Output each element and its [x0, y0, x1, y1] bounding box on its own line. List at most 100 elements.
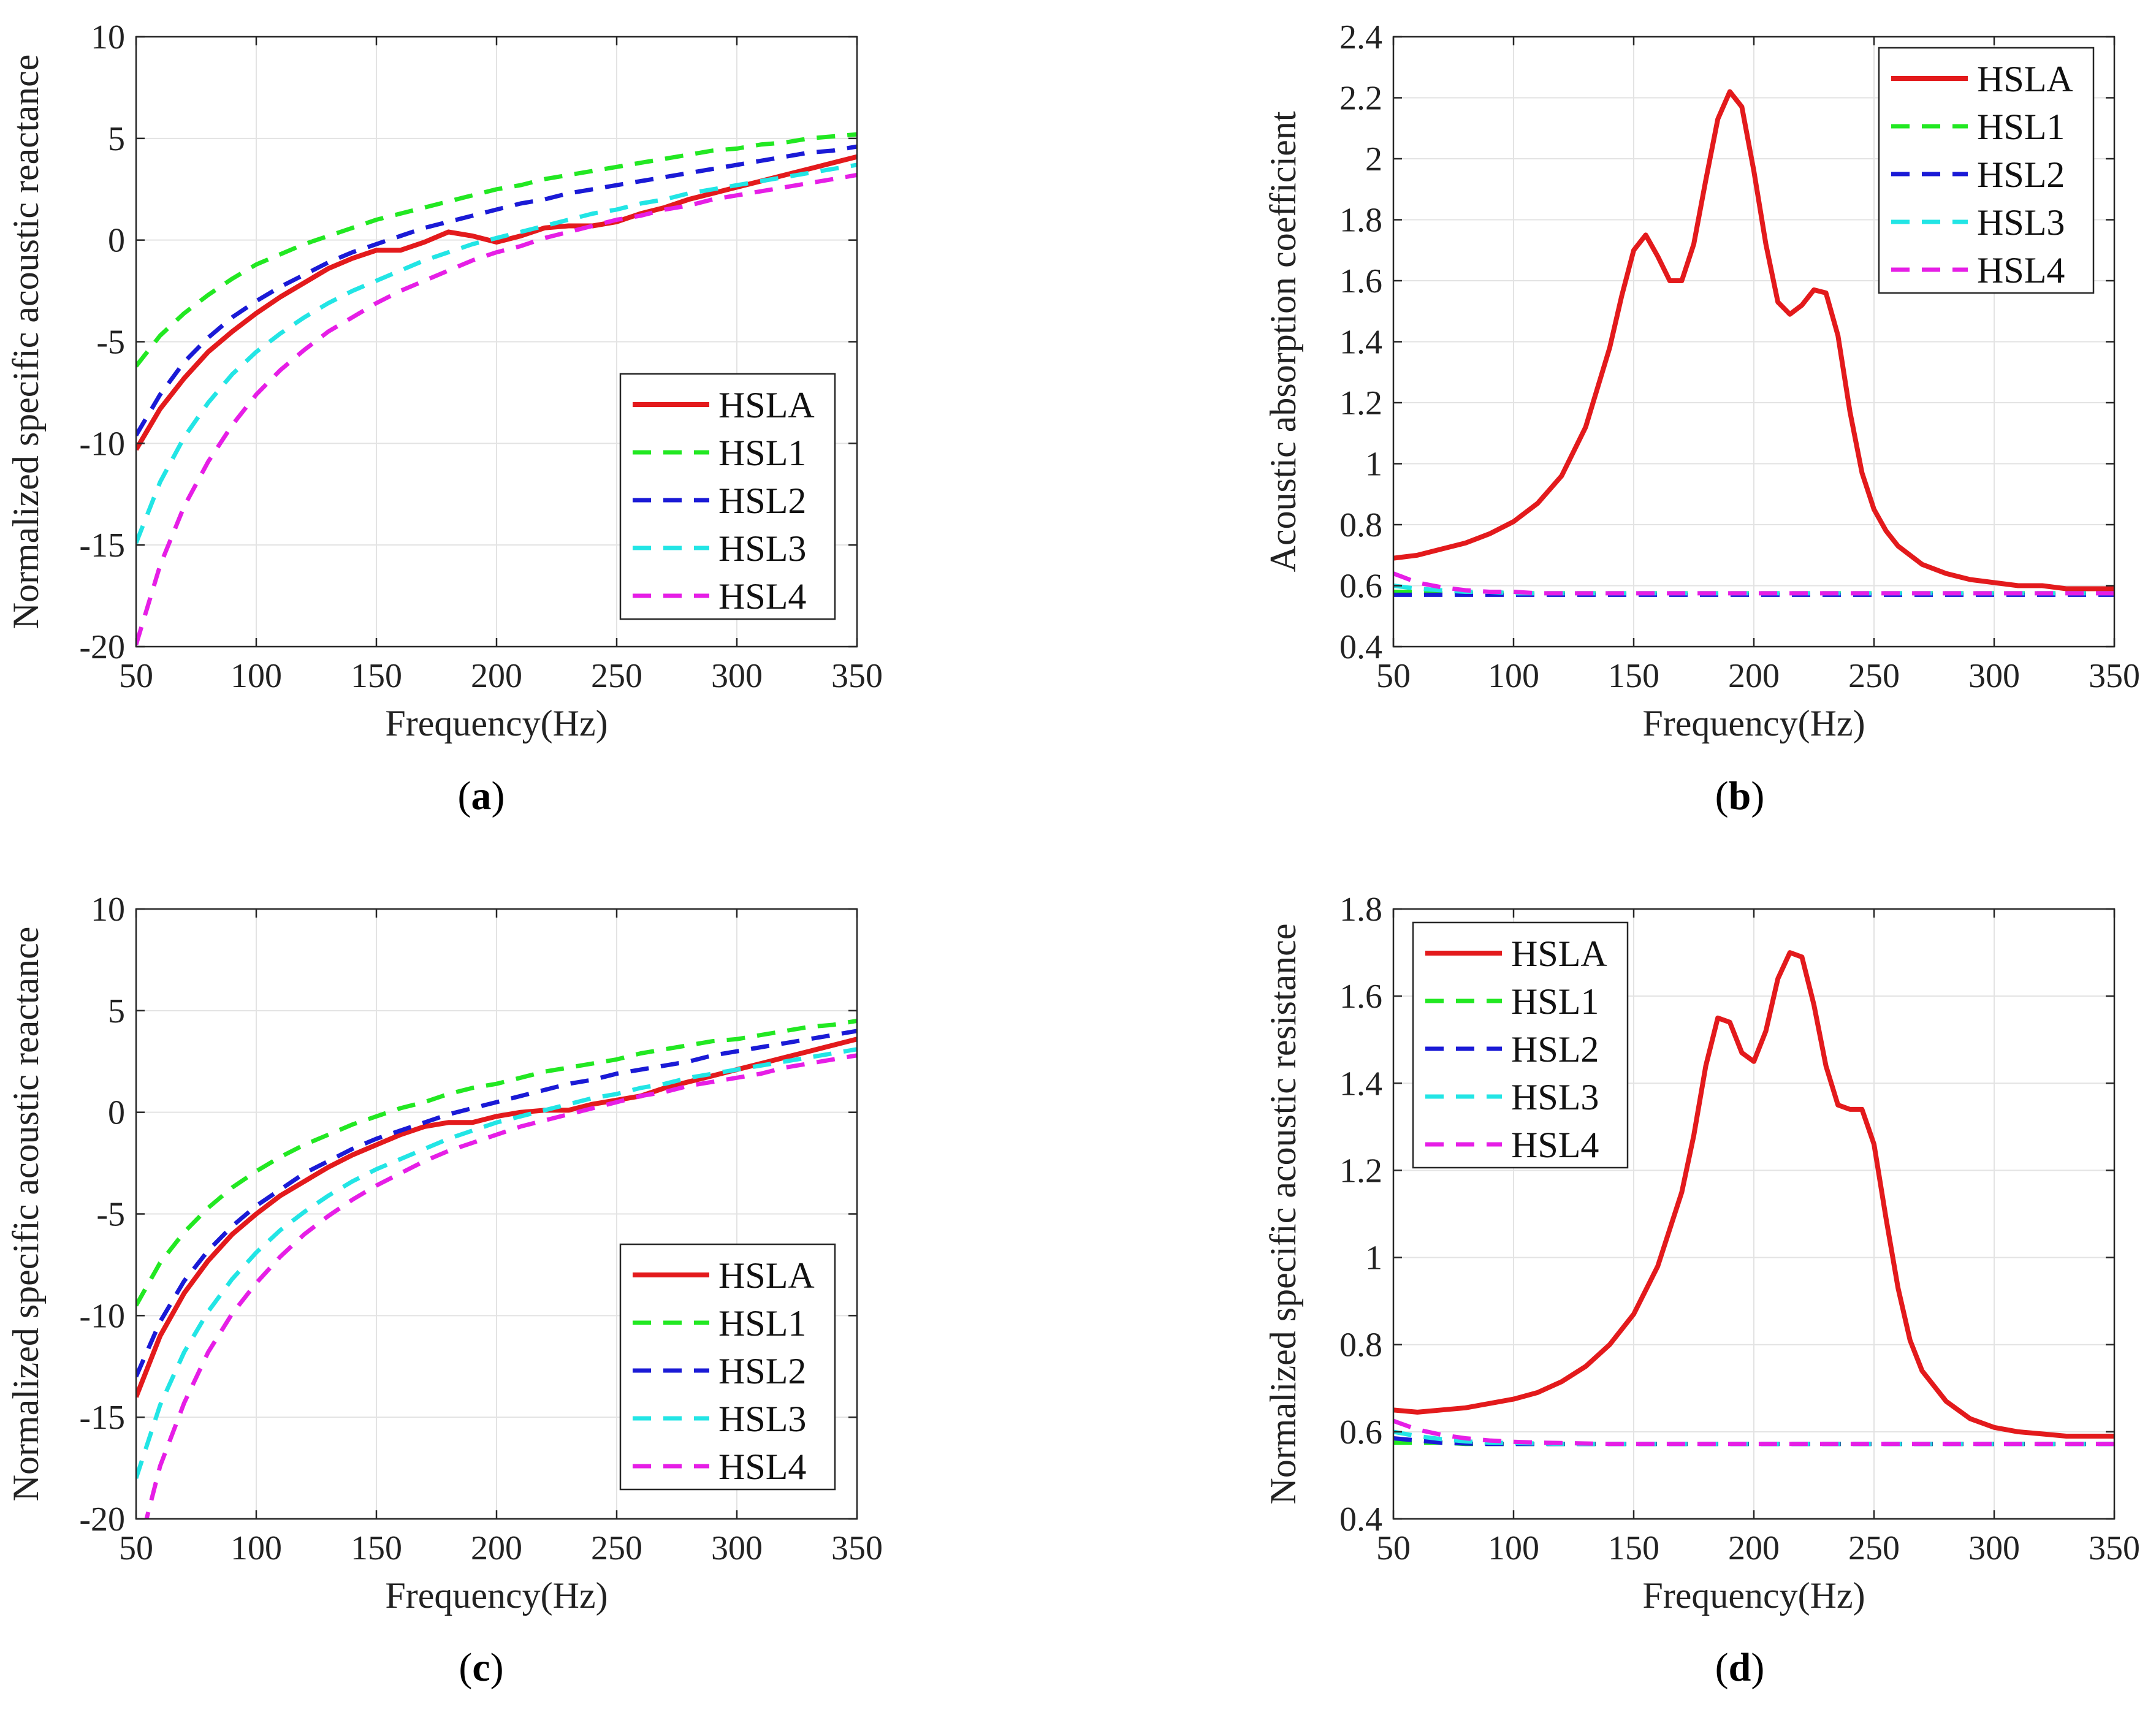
y-tick-label: 0.6 — [1339, 568, 1382, 606]
panel-caption-d: (d) — [1715, 1645, 1765, 1690]
y-tick-label: 1.4 — [1339, 1065, 1382, 1103]
series-line-hsl1 — [136, 132, 857, 368]
x-tick-label: 50 — [1376, 1529, 1411, 1567]
series-line-hsla — [1393, 89, 2114, 591]
y-axis-label: Normalized specific acoustic reactance — [6, 55, 46, 629]
legend-label-hsl4: HSL4 — [1977, 250, 2065, 291]
y-tick-label: -10 — [79, 1297, 125, 1335]
x-tick-label: 150 — [1608, 657, 1659, 695]
legend-label-hsla: HSLA — [1977, 59, 2073, 99]
caption-open-paren: ( — [1715, 1645, 1729, 1690]
series-line-hsl3 — [136, 162, 857, 544]
series-line-hsl3 — [136, 1047, 857, 1479]
y-tick-label: 1.2 — [1339, 384, 1382, 422]
x-tick-label: 350 — [831, 1529, 883, 1567]
chart-panel-d: 50 100 150 200 250 300 350 0.4 0.6 0.8 1 1.2 1.4 1.6 1… — [1263, 891, 2140, 1690]
legend: HSLA HSL1 HSL2 HSL3 HSL4 — [1878, 47, 2095, 294]
y-tick-label: 1 — [1365, 1239, 1382, 1277]
legend-label-hsl1: HSL1 — [1511, 981, 1599, 1022]
legend-label-hsla: HSLA — [1511, 934, 1607, 974]
legend-label-hsl2: HSL2 — [718, 1351, 806, 1391]
x-tick-label: 100 — [230, 657, 282, 695]
x-tick-label: 200 — [471, 1529, 522, 1567]
caption-close-paren: ) — [492, 774, 505, 818]
caption-letter: b — [1729, 774, 1751, 818]
caption-open-paren: ( — [458, 774, 471, 818]
caption-letter: c — [472, 1645, 490, 1690]
series-line-hsl2 — [136, 144, 857, 436]
x-tick-label: 100 — [1488, 1529, 1539, 1567]
y-tick-label: -5 — [96, 324, 125, 362]
x-tick-label: 250 — [591, 657, 642, 695]
legend-box — [619, 373, 836, 620]
y-tick-label: 1.2 — [1339, 1152, 1382, 1190]
legend-box — [1878, 47, 2095, 294]
y-tick-label: -20 — [79, 1500, 125, 1539]
series-lines — [1393, 950, 2114, 1447]
x-tick-label: 350 — [831, 657, 883, 695]
y-tick-label: 2.4 — [1339, 18, 1382, 56]
series-lines — [136, 132, 857, 645]
y-tick-label: -10 — [79, 425, 125, 463]
y-tick-label: 10 — [91, 18, 125, 56]
x-tick-label: 150 — [351, 657, 402, 695]
x-tick-label: 350 — [2089, 657, 2140, 695]
x-tick-label: 300 — [711, 657, 763, 695]
caption-close-paren: ) — [1751, 1645, 1764, 1690]
legend-box — [619, 1243, 836, 1491]
legend-label-hsl2: HSL2 — [718, 481, 806, 521]
chart-panel-a: 50 100 150 200 250 300 350 -20 -15 -10 -5 0 5 10 Frequ… — [6, 18, 883, 818]
panels: 50 100 150 200 250 300 350-20-15-10-50510Frequ… — [6, 18, 2140, 1690]
y-tick-label: 0 — [108, 222, 125, 260]
legend-label-hsla: HSLA — [718, 385, 815, 425]
y-tick-label: 0.4 — [1339, 1500, 1382, 1539]
x-tick-label: 200 — [1728, 657, 1780, 695]
x-axis-label: Frequency(Hz) — [1642, 703, 1865, 744]
y-tick-label: -15 — [79, 527, 125, 565]
x-tick-label: 250 — [591, 1529, 642, 1567]
series-line-hsl4 — [1393, 571, 2114, 596]
series-line-hsl4 — [144, 1053, 857, 1519]
chart-panel-b: 50 100 150 200 250 300 350 0.4 0.6 0.8 1 1.2 1.4 1.6 1… — [1263, 18, 2140, 818]
panel-caption-b: (b) — [1715, 774, 1765, 818]
x-tick-label: 200 — [471, 657, 522, 695]
y-tick-label: -20 — [79, 628, 125, 666]
x-tick-label: 300 — [711, 1529, 763, 1567]
legend-label-hsl3: HSL3 — [1511, 1077, 1599, 1117]
legend-label-hsl2: HSL2 — [1511, 1029, 1599, 1070]
x-axis-label: Frequency(Hz) — [385, 703, 608, 744]
legend: HSLA HSL1 HSL2 HSL3 HSL4 — [619, 1243, 836, 1491]
y-tick-label: 1.6 — [1339, 262, 1382, 300]
y-tick-label: 1.6 — [1339, 978, 1382, 1016]
series-line-hsla — [1393, 950, 2114, 1439]
series-line-hsl4 — [136, 173, 857, 645]
y-axis-label: Normalized specific acoustic reactance — [6, 927, 46, 1502]
legend-label-hsl1: HSL1 — [1977, 107, 2065, 147]
y-tick-label: 1.8 — [1339, 202, 1382, 240]
legend-box — [1412, 921, 1629, 1169]
x-tick-label: 300 — [1968, 657, 2020, 695]
x-tick-label: 100 — [230, 1529, 282, 1567]
caption-letter: a — [471, 774, 492, 818]
panel-caption-c: (c) — [459, 1645, 503, 1690]
legend-label-hsl4: HSL4 — [718, 576, 806, 617]
caption-letter: d — [1729, 1645, 1751, 1690]
y-tick-label: -15 — [79, 1399, 125, 1437]
legend-label-hsla: HSLA — [718, 1255, 815, 1296]
series-lines — [136, 1018, 857, 1519]
panel-caption-a: (a) — [458, 774, 505, 818]
y-tick-label: 1.8 — [1339, 891, 1382, 929]
y-tick-label: 0.8 — [1339, 1326, 1382, 1364]
x-tick-label: 50 — [119, 1529, 153, 1567]
x-tick-label: 50 — [1376, 657, 1411, 695]
y-tick-label: 2.2 — [1339, 80, 1382, 118]
legend-label-hsl4: HSL4 — [718, 1447, 806, 1487]
y-tick-label: 5 — [108, 120, 125, 158]
y-tick-label: 0.6 — [1339, 1413, 1382, 1451]
y-tick-label: 0 — [108, 1094, 125, 1132]
caption-close-paren: ) — [1751, 774, 1764, 818]
caption-close-paren: ) — [490, 1645, 504, 1690]
x-tick-label: 150 — [351, 1529, 402, 1567]
y-axis-label: Acoustic absorption coefficient — [1263, 111, 1303, 572]
